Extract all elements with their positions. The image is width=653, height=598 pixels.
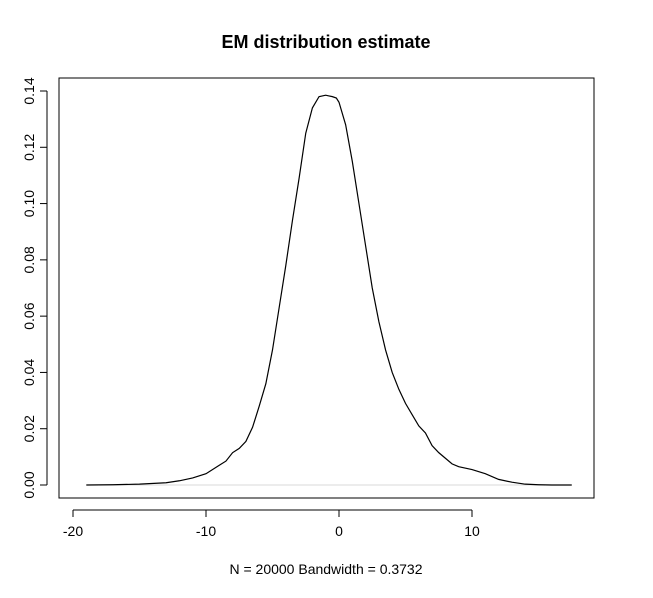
x-tick-label: 10: [464, 523, 480, 539]
x-tick-label: -10: [196, 523, 216, 539]
y-tick-label: 0.14: [21, 77, 37, 104]
density-line: [86, 94, 572, 486]
y-tick-label: 0.04: [21, 359, 37, 386]
x-axis: -20 -10 0 10: [63, 509, 480, 539]
x-axis-label: N = 20000 Bandwidth = 0.3732: [229, 561, 422, 577]
y-tick-label: 0.06: [21, 302, 37, 329]
y-tick-label: 0.08: [21, 246, 37, 273]
x-tick-label: 0: [335, 523, 343, 539]
y-axis: 0.00 0.02 0.04 0.06 0.08 0.10 0.12 0.14: [21, 77, 48, 499]
x-tick-label: -20: [63, 523, 83, 539]
y-tick-label: 0.12: [21, 133, 37, 160]
y-tick-label: 0.02: [21, 415, 37, 442]
y-tick-label: 0.00: [21, 471, 37, 498]
plot-frame: [58, 77, 595, 499]
y-tick-label: 0.10: [21, 190, 37, 217]
chart-title: EM distribution estimate: [221, 32, 430, 52]
